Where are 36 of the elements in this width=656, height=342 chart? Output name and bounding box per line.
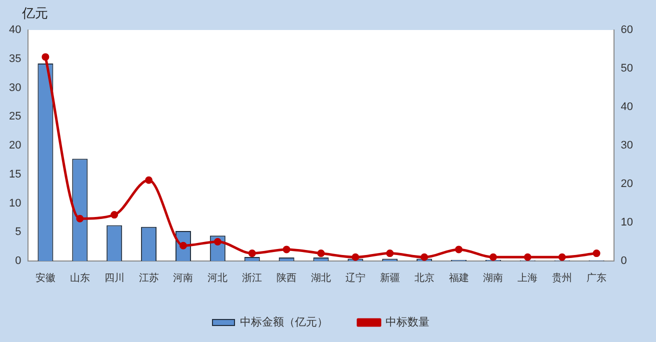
- legend-label: 中标数量: [386, 316, 430, 329]
- y2-tick-label: 50: [620, 62, 634, 75]
- y2-tick-label: 0: [620, 255, 627, 268]
- y2-tick-label: 60: [620, 24, 634, 36]
- x-tick-label: 四川: [104, 272, 124, 284]
- x-tick-label: 辽宁: [345, 272, 366, 284]
- x-tick-label: 陕西: [276, 272, 297, 284]
- x-tick-label: 山东: [70, 272, 90, 284]
- x-tick-label: 湖南: [483, 272, 504, 284]
- x-tick-label: 广东: [586, 272, 607, 284]
- x-tick-label: 湖北: [311, 272, 331, 284]
- x-tick-label: 浙江: [242, 272, 262, 284]
- y2-tick-label: 30: [620, 140, 634, 152]
- x-tick-label: 北京: [414, 272, 434, 284]
- x-tick-label: 新疆: [380, 272, 400, 284]
- y-tick-label: 20: [8, 140, 22, 152]
- y-tick-label: 40: [8, 24, 22, 36]
- x-tick-label: 贵州: [552, 272, 572, 284]
- x-tick-label: 安徽: [35, 272, 56, 284]
- y-tick-label: 0: [15, 255, 22, 268]
- y-tick-label: 25: [8, 110, 22, 123]
- y-tick-label: 5: [15, 226, 22, 238]
- y2-tick-label: 10: [620, 216, 634, 229]
- x-tick-label: 江苏: [138, 272, 159, 284]
- x-tick-label: 河北: [208, 272, 228, 284]
- y-tick-label: 30: [8, 82, 22, 94]
- y-tick-label: 35: [8, 52, 22, 65]
- y2-tick-label: 20: [620, 178, 634, 190]
- y-tick-label: 15: [8, 168, 22, 180]
- x-tick-label: 上海: [518, 272, 538, 284]
- y2-tick-label: 40: [620, 101, 634, 114]
- y-tick-label: 10: [8, 197, 22, 210]
- x-tick-label: 福建: [448, 272, 469, 284]
- y-axis-title: 亿元: [21, 6, 48, 22]
- x-tick-label: 河南: [173, 272, 194, 284]
- legend-label: 中标金额（亿元）: [240, 316, 328, 329]
